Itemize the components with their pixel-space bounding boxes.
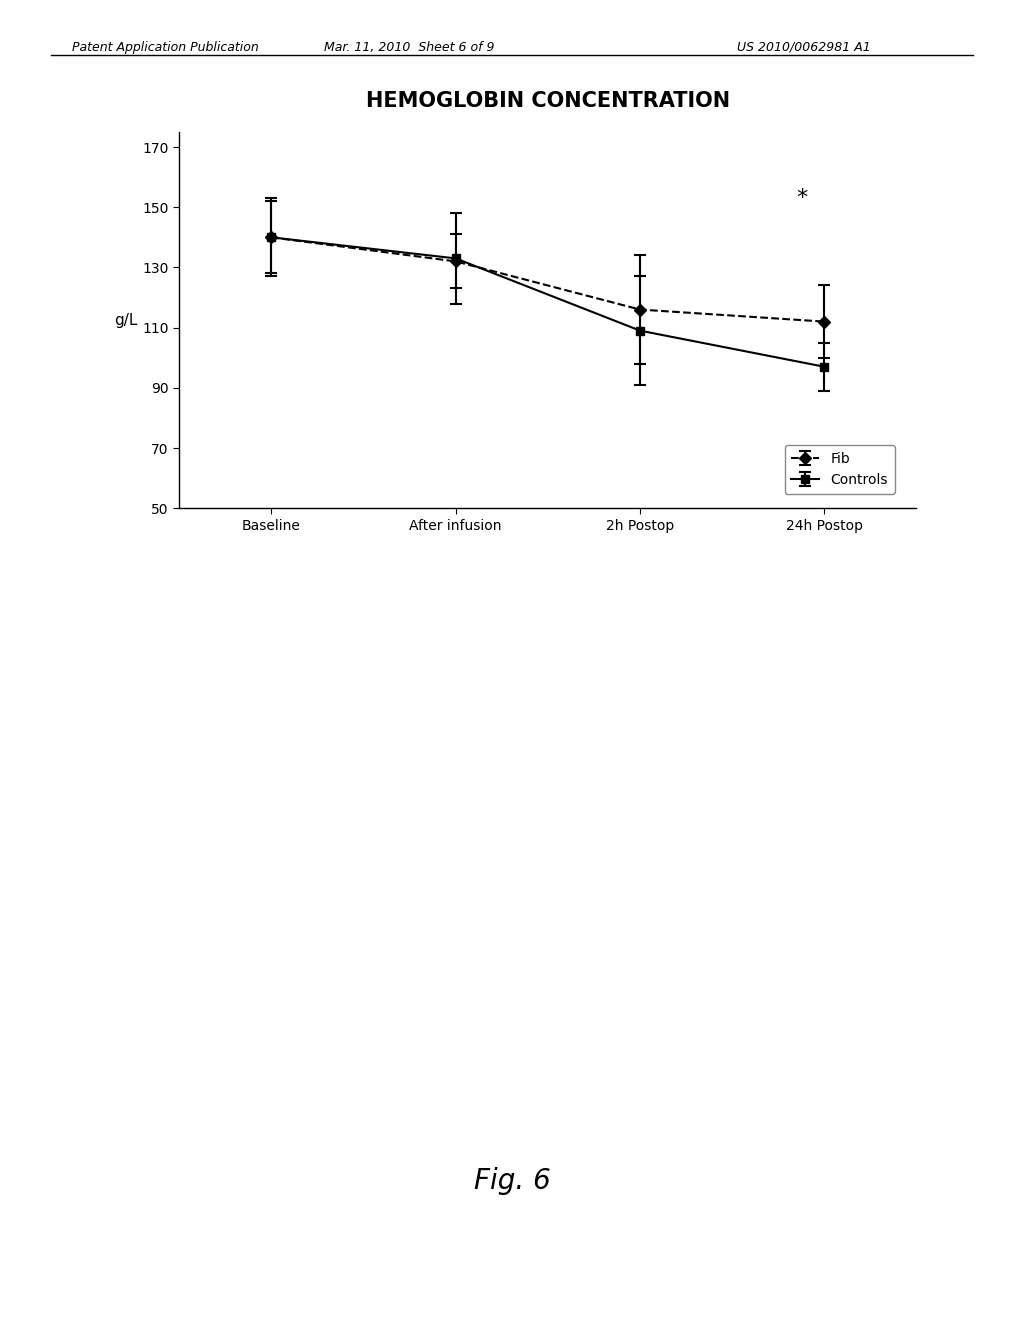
Text: Patent Application Publication: Patent Application Publication	[72, 41, 258, 54]
Text: *: *	[797, 189, 808, 209]
Text: Fig. 6: Fig. 6	[474, 1167, 550, 1195]
Text: Mar. 11, 2010  Sheet 6 of 9: Mar. 11, 2010 Sheet 6 of 9	[325, 41, 495, 54]
Y-axis label: g/L: g/L	[114, 313, 137, 327]
Text: US 2010/0062981 A1: US 2010/0062981 A1	[737, 41, 871, 54]
Legend: Fib, Controls: Fib, Controls	[784, 445, 895, 494]
Title: HEMOGLOBIN CONCENTRATION: HEMOGLOBIN CONCENTRATION	[366, 91, 730, 111]
